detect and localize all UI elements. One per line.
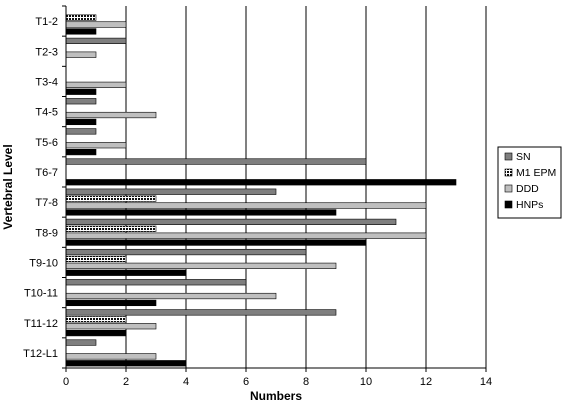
bar-sn-t2-3 [65, 37, 127, 44]
legend-label: DDD [516, 183, 539, 195]
bar-m1-epm-t8-9 [65, 225, 157, 232]
bar-ddd-t12-l1 [65, 353, 157, 360]
bar-sn-t6-7 [65, 158, 367, 165]
x-tick-label: 2 [123, 376, 129, 388]
bar-ddd-t9-10 [65, 262, 337, 269]
bar-hnps-t4-5 [65, 118, 97, 126]
legend-swatch [504, 184, 513, 193]
bar-m1-epm-t7-8 [65, 195, 157, 202]
bar-hnps-t9-10 [65, 269, 187, 276]
y-tick-label: T6-7 [35, 167, 58, 179]
x-tick-label: 12 [420, 376, 432, 388]
x-tick-label: 6 [243, 376, 249, 388]
x-tick-label: 10 [360, 376, 372, 388]
bar-hnps-t10-11 [65, 299, 157, 307]
bar-sn-t10-11 [65, 279, 247, 286]
bar-sn-t11-12 [65, 309, 337, 316]
legend-swatch [504, 152, 513, 161]
y-tick-label: T5-6 [35, 137, 58, 149]
bar-ddd-t8-9 [65, 232, 427, 239]
plot-area [66, 6, 486, 368]
bar-ddd-t2-3 [65, 51, 97, 58]
y-tick-label: T9-10 [29, 257, 58, 269]
bar-ddd-t1-2 [65, 21, 127, 28]
y-tick-label: T1-2 [35, 16, 58, 28]
bar-sn-t4-5 [65, 98, 97, 105]
bar-ddd-t11-12 [65, 323, 157, 330]
bar-sn-t8-9 [65, 218, 397, 226]
y-tick-label: T7-8 [35, 197, 58, 209]
legend-swatch [504, 168, 513, 177]
bar-sn-t5-6 [65, 128, 97, 135]
bar-ddd-t5-6 [65, 142, 127, 149]
bar-hnps-t11-12 [65, 329, 127, 337]
bar-hnps-t3-4 [65, 88, 97, 95]
legend-label: M1 EPM [516, 167, 556, 179]
bar-m1-epm-t1-2 [65, 14, 97, 21]
bar-ddd-t7-8 [65, 202, 427, 209]
bar-hnps-t12-l1 [65, 360, 187, 367]
y-axis-title: Vertebral Level [1, 144, 15, 229]
y-tick-label: T4-5 [35, 107, 58, 119]
y-tick-label: T11-12 [24, 318, 58, 330]
legend: SN M1 EPM DDD HNPs [497, 146, 562, 219]
bar-sn-t9-10 [65, 248, 307, 256]
bar-ddd-t4-5 [65, 111, 157, 119]
legend-swatch [504, 200, 513, 209]
bar-sn-t7-8 [65, 188, 277, 195]
bar-m1-epm-t9-10 [65, 255, 127, 263]
y-tick-label: T3-4 [35, 76, 58, 88]
bar-hnps-t5-6 [65, 149, 97, 156]
legend-label: HNPs [516, 199, 543, 211]
x-tick-label: 8 [303, 376, 309, 388]
bar-ddd-t3-4 [65, 81, 127, 88]
bar-hnps-t1-2 [65, 28, 97, 35]
y-tick-label: T8-9 [35, 227, 58, 239]
bar-sn-t12-l1 [65, 339, 97, 346]
bar-hnps-t6-7 [65, 179, 457, 186]
y-tick-label: T12-L1 [23, 348, 58, 360]
bar-hnps-t7-8 [65, 209, 337, 216]
x-tick-label: 0 [63, 376, 69, 388]
legend-label: SN [516, 151, 531, 163]
x-axis-title: Numbers [250, 389, 302, 403]
y-tick-label: T2-3 [35, 46, 58, 58]
y-tick-label: T10-11 [24, 288, 58, 300]
x-tick-label: 4 [183, 376, 189, 388]
bar-ddd-t10-11 [65, 292, 277, 300]
bar-m1-epm-t11-12 [65, 316, 127, 323]
bar-hnps-t8-9 [65, 239, 367, 246]
x-tick-label: 14 [480, 376, 492, 388]
